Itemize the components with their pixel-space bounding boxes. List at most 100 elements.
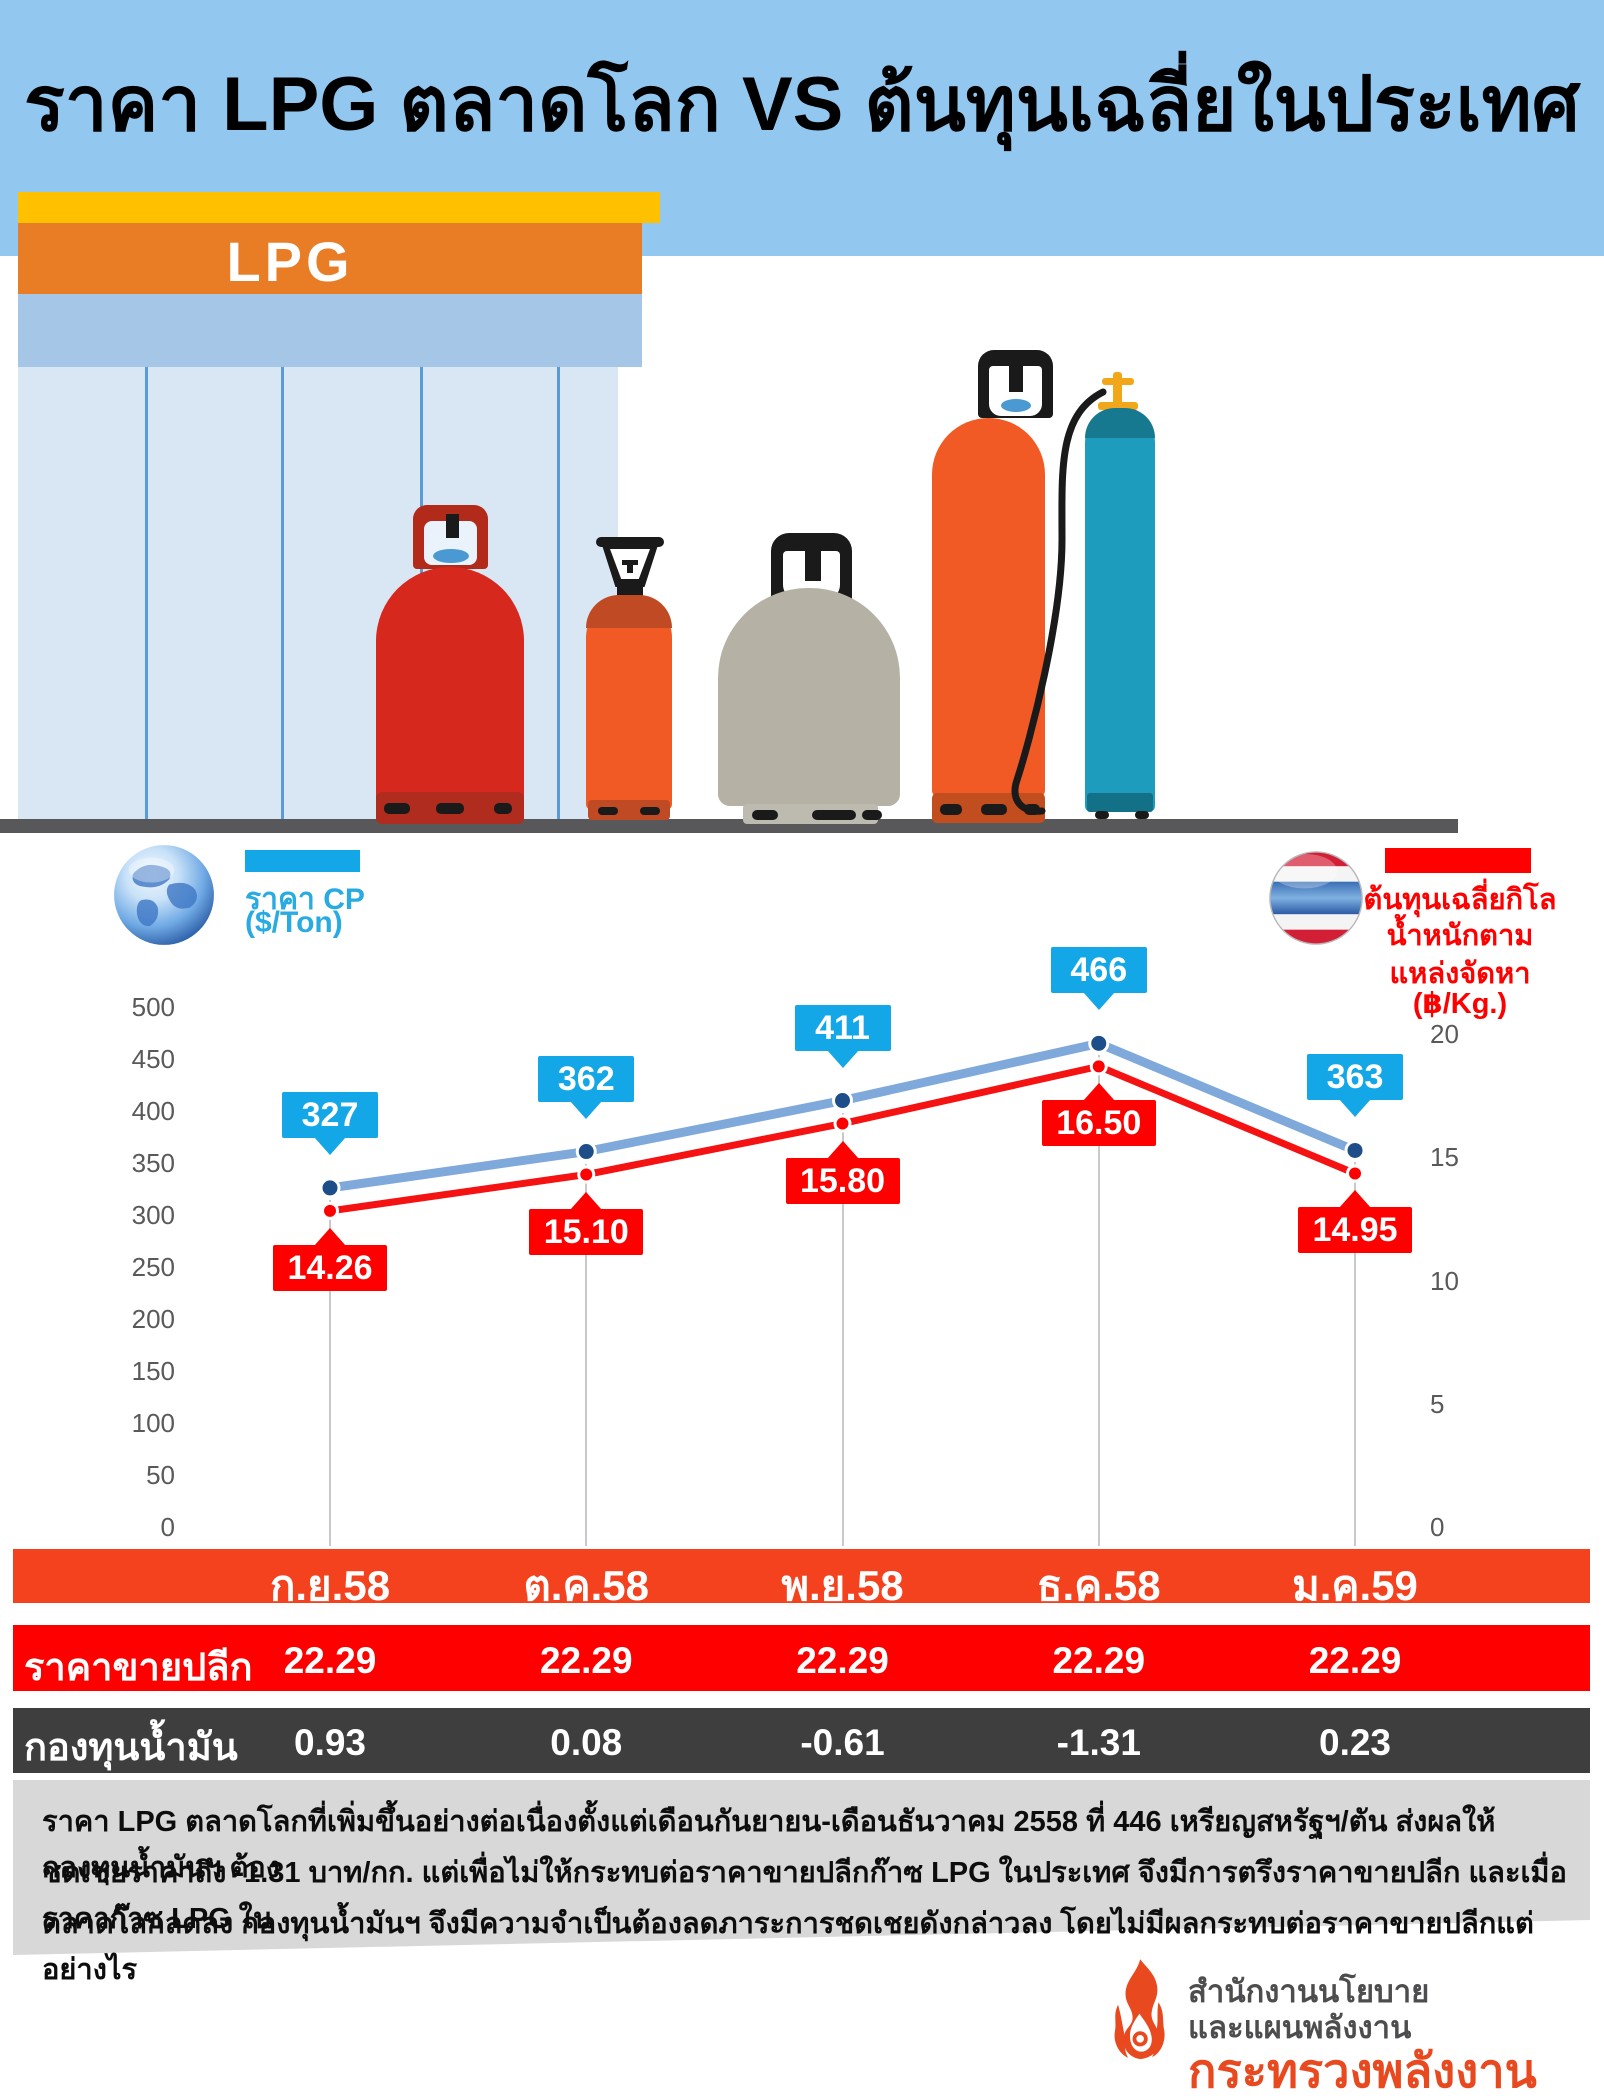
cp-value-callout: 327: [282, 1091, 378, 1155]
small-cylinder-shoulder: [586, 595, 672, 628]
cylinder-foot: [494, 803, 512, 814]
oil-fund-cell: 0.23: [1318, 1722, 1392, 1763]
page-title: ราคา LPG ตลาดโลก VS ต้นทุนเฉลี่ยในประเทศ: [24, 62, 1580, 147]
chart-drop-line: [1097, 1055, 1100, 1546]
month-label: ม.ค.59: [1292, 1562, 1418, 1609]
cylinder-foot: [1095, 811, 1109, 819]
teal-cylinder-valve: [1098, 402, 1138, 410]
right-axis-tick: 0: [1430, 1512, 1445, 1542]
callout-pointer-icon: [1082, 1083, 1115, 1102]
cost-value-callout: 15.80: [785, 1140, 900, 1204]
callout-pointer-icon: [1339, 1190, 1371, 1209]
cp-value-callout: 411: [794, 1004, 891, 1068]
left-axis-tick: 400: [131, 1096, 175, 1126]
cp-legend-line1: ราคา CP: [245, 883, 365, 916]
teal-gas-cylinder: [1085, 408, 1155, 812]
cost-legend-line2: น้ำหนักตาม: [1386, 920, 1534, 952]
callout-pointer-icon: [314, 1136, 346, 1155]
left-axis-tick: 250: [131, 1252, 175, 1282]
cost-value-callout: 15.10: [529, 1191, 644, 1255]
right-axis-tick: 15: [1430, 1142, 1459, 1173]
left-axis-tick: 350: [131, 1148, 175, 1178]
energy-ministry-flame-icon: [1114, 1959, 1165, 2060]
callout-pointer-icon: [570, 1100, 603, 1119]
large-cylinder-valve-icon: [1009, 366, 1023, 392]
small-cylinder-base: [588, 800, 670, 820]
left-axis-tick: 100: [131, 1408, 175, 1438]
callout-pointer-icon: [826, 1049, 859, 1068]
cylinder-foot: [862, 810, 882, 820]
red-gas-cylinder: [376, 567, 524, 807]
month-label: ต.ค.58: [523, 1562, 649, 1609]
oil-fund-cell: -0.61: [800, 1722, 885, 1763]
oil-fund-cell: 0.08: [550, 1722, 623, 1763]
callout-pointer-icon: [314, 1227, 346, 1246]
chart-drop-line: [329, 1199, 331, 1546]
chart-drop-line: [1354, 1162, 1356, 1546]
retail-price-cell: 22.29: [1052, 1640, 1146, 1681]
cp-value-callout: 362: [538, 1055, 635, 1119]
footer-note-line1: ราคา LPG ตลาดโลกที่เพิ่มขึ้นอย่างต่อเนื่…: [42, 1806, 1496, 1884]
cylinder-foot: [640, 807, 660, 815]
cost-legend-line1: ต้นทุนเฉลี่ยกิโล: [1363, 884, 1557, 916]
cylinder-foot: [812, 810, 856, 820]
station-steel-band: [18, 294, 642, 367]
large-orange-gas-cylinder: [932, 418, 1045, 798]
chart-drop-line: [841, 1112, 844, 1546]
callout-pointer-icon: [826, 1140, 859, 1159]
wall-line: [281, 367, 284, 819]
right-axis-tick: 5: [1430, 1388, 1445, 1419]
month-header-bar: [13, 1549, 1590, 1603]
thai-flag-icon: [1269, 851, 1363, 945]
fund-row-label: กองทุนน้ำมัน: [24, 1727, 238, 1769]
cylinder-foot: [981, 804, 1007, 815]
teal-cylinder-base: [1087, 793, 1153, 812]
oil-fund-cell: 0.93: [293, 1722, 367, 1763]
left-axis-tick: 0: [160, 1512, 175, 1542]
teal-cylinder-valve: [1113, 372, 1122, 410]
cylinder-foot: [1135, 811, 1149, 819]
footer-note-line3: ตลาดโลกลดลง กองทุนน้ำมันฯ จึงมีความจำเป็…: [42, 1908, 1534, 1986]
small-cylinder-valve-rim: [596, 537, 664, 547]
oil-fund-row: [13, 1708, 1590, 1773]
callout-pointer-icon: [1339, 1099, 1371, 1118]
cp-series-swatch: [245, 850, 360, 872]
retail-price-cell: 22.29: [796, 1640, 889, 1681]
ground-bar: [0, 819, 1458, 833]
callout-pointer-icon: [1082, 992, 1115, 1011]
teal-cylinder-valve: [1102, 378, 1134, 385]
gray-gas-cylinder: [718, 588, 900, 806]
cost-legend-line4: (฿/Kg.): [1412, 988, 1508, 1020]
left-axis-tick: 150: [131, 1356, 175, 1386]
chart-drop-line: [585, 1163, 588, 1546]
lpg-sign-label: LPG: [226, 230, 354, 293]
small-cylinder-valve-icon: [627, 565, 633, 573]
cost-value-callout: 14.26: [273, 1227, 387, 1291]
wall-line: [145, 367, 148, 819]
retail-price-cell: 22.29: [539, 1640, 633, 1681]
cp-value-callout: 363: [1307, 1054, 1403, 1118]
cylinder-foot: [752, 810, 778, 820]
station-sign-band: [18, 223, 642, 294]
retail-price-cell: 22.29: [283, 1640, 377, 1681]
callout-pointer-icon: [570, 1191, 603, 1210]
footer-note-line2: ชดเชยราคาถึง -1.31 บาท/กก. แต่เพื่อไม่ให…: [42, 1857, 1567, 1935]
small-cylinder-neck: [617, 584, 643, 598]
cylinder-foot: [940, 804, 962, 815]
small-orange-gas-cylinder: [586, 595, 672, 810]
retail-row-label: ราคาขายปลีก: [24, 1647, 253, 1689]
wall-line: [557, 367, 560, 819]
cp-value-callout: 466: [1050, 947, 1147, 1011]
retail-price-cell: 22.29: [1308, 1640, 1402, 1681]
cost-value-callout: 14.95: [1298, 1190, 1412, 1254]
month-label: ก.ย.58: [269, 1562, 391, 1609]
station-canopy-yellow: [18, 192, 660, 223]
left-axis-tick: 200: [131, 1304, 175, 1334]
cylinder-foot: [598, 807, 618, 815]
right-axis-tick: 10: [1430, 1265, 1459, 1296]
cost-value-callout: 16.50: [1041, 1083, 1156, 1147]
logo-org-line2: และแผนพลังงาน: [1188, 2010, 1412, 2045]
